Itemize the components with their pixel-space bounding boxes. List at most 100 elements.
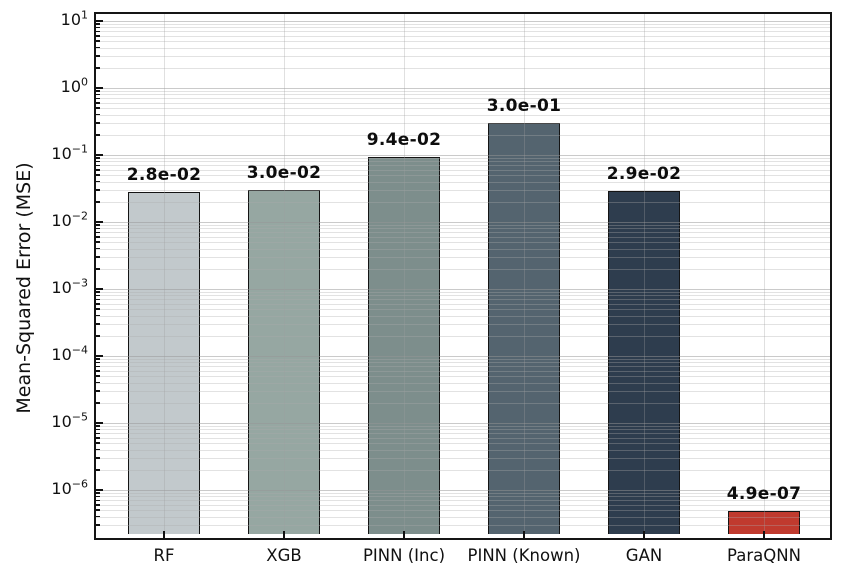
y-axis-minor-tick xyxy=(96,97,100,100)
gridline-horizontal xyxy=(96,225,830,226)
y-axis-minor-tick xyxy=(96,66,100,69)
gridline-horizontal xyxy=(96,426,830,427)
y-axis-minor-tick xyxy=(96,227,100,230)
y-axis-minor-tick xyxy=(96,334,100,337)
y-axis-minor-tick xyxy=(96,509,100,511)
gridline-horizontal xyxy=(96,382,830,384)
bar-pinn-inc xyxy=(368,156,440,534)
y-axis-minor-tick xyxy=(96,23,100,25)
value-label-pinn-known: 3.0e-01 xyxy=(486,95,562,116)
y-axis-minor-tick xyxy=(96,90,100,92)
y-axis-minor-tick xyxy=(96,365,100,368)
y-axis-minor-tick xyxy=(96,291,100,293)
gridline-horizontal xyxy=(96,429,830,431)
gridline-horizontal xyxy=(96,309,830,311)
y-tick-label-1e-2: 10−2 xyxy=(51,209,88,230)
y-axis-minor-tick xyxy=(96,180,100,183)
bar-paraqnn xyxy=(728,510,800,534)
gridline-horizontal xyxy=(96,87,830,89)
x-tick-label-paraqnn: ParaQNN xyxy=(727,546,801,565)
gridline-horizontal xyxy=(96,355,830,357)
gridline-horizontal xyxy=(96,114,830,116)
gridline-horizontal xyxy=(96,402,830,404)
y-axis-minor-tick xyxy=(96,448,100,451)
y-axis-minor-tick xyxy=(96,189,100,191)
bar-gan xyxy=(608,190,680,534)
y-axis-minor-tick xyxy=(96,160,100,163)
gridline-horizontal xyxy=(96,31,830,33)
gridline-horizontal xyxy=(96,98,830,100)
value-label-gan: 2.9e-02 xyxy=(606,163,682,184)
gridline-horizontal xyxy=(96,20,830,22)
gridline-horizontal xyxy=(96,181,830,183)
gridline-horizontal xyxy=(96,303,830,305)
gridline-horizontal xyxy=(96,228,830,230)
gridline-vertical xyxy=(764,14,765,538)
gridline-horizontal xyxy=(96,165,830,167)
gridline-horizontal xyxy=(96,359,830,360)
y-axis-minor-tick xyxy=(96,303,100,305)
y-axis-minor-tick xyxy=(96,113,100,116)
gridline-horizontal xyxy=(96,91,830,93)
gridline-horizontal xyxy=(96,500,830,502)
y-axis-minor-tick xyxy=(96,133,100,136)
gridline-horizontal xyxy=(96,504,830,506)
y-axis-minor-tick xyxy=(96,468,100,471)
y-axis-minor-tick xyxy=(96,504,100,506)
gridline-horizontal xyxy=(96,299,830,301)
x-axis-tick-xgb xyxy=(283,531,285,538)
y-axis-minor-tick xyxy=(96,40,100,42)
y-axis-minor-tick xyxy=(96,499,100,502)
y-axis-minor-tick xyxy=(96,122,100,124)
x-tick-label-rf: RF xyxy=(153,546,175,565)
gridline-horizontal xyxy=(96,108,830,110)
y-axis-minor-tick xyxy=(96,46,100,49)
y-axis-minor-tick xyxy=(96,515,100,518)
y-axis-major-tick xyxy=(96,221,103,223)
y-axis-minor-tick xyxy=(96,93,100,96)
gridline-horizontal xyxy=(96,102,830,104)
value-label-xgb: 3.0e-02 xyxy=(246,162,322,183)
y-tick-label-1e0: 100 xyxy=(60,75,88,96)
y-axis-minor-tick xyxy=(96,35,100,37)
gridline-horizontal xyxy=(96,161,830,163)
gridline-horizontal xyxy=(96,134,830,136)
gridline-horizontal xyxy=(96,122,830,124)
bar-pinn-known xyxy=(488,122,560,534)
y-tick-label-1e-1: 10−1 xyxy=(51,142,88,163)
gridline-horizontal xyxy=(96,169,830,171)
y-axis-minor-tick xyxy=(96,200,100,203)
gridline-horizontal xyxy=(96,390,830,392)
y-axis-minor-tick xyxy=(96,231,100,234)
x-tick-label-xgb: XGB xyxy=(266,546,302,565)
y-axis-minor-tick xyxy=(96,241,100,243)
gridline-horizontal xyxy=(96,443,830,445)
gridline-horizontal xyxy=(96,158,830,160)
x-tick-label-pinn-inc: PINN (Inc) xyxy=(362,546,446,565)
y-axis-major-tick xyxy=(96,355,103,357)
gridline-horizontal xyxy=(96,376,830,378)
gridline-horizontal xyxy=(96,496,830,498)
gridline-horizontal xyxy=(96,189,830,191)
gridline-horizontal xyxy=(96,469,830,471)
gridline-horizontal xyxy=(96,489,830,491)
y-axis-minor-tick xyxy=(96,358,100,360)
gridline-horizontal xyxy=(96,457,830,459)
gridline-horizontal xyxy=(96,27,830,29)
y-axis-minor-tick xyxy=(96,102,100,104)
y-axis-major-tick xyxy=(96,154,103,156)
x-axis-tick-pinn-inc xyxy=(403,531,405,538)
y-axis-minor-tick xyxy=(96,381,100,384)
y-axis-minor-tick xyxy=(96,256,100,258)
y-axis-major-tick xyxy=(96,422,103,424)
gridline-horizontal xyxy=(96,292,830,293)
y-axis-minor-tick xyxy=(96,437,100,439)
plot-area: 2.8e-02 3.0e-02 9.4e-02 3.0e-01 2.9e-02 4.9e-… xyxy=(94,12,832,540)
y-axis-minor-tick xyxy=(96,298,100,301)
gridline-horizontal xyxy=(96,55,830,57)
gridline-horizontal xyxy=(96,493,830,494)
gridline-horizontal xyxy=(96,41,830,43)
gridline-horizontal xyxy=(96,370,830,372)
gridline-horizontal xyxy=(96,242,830,244)
